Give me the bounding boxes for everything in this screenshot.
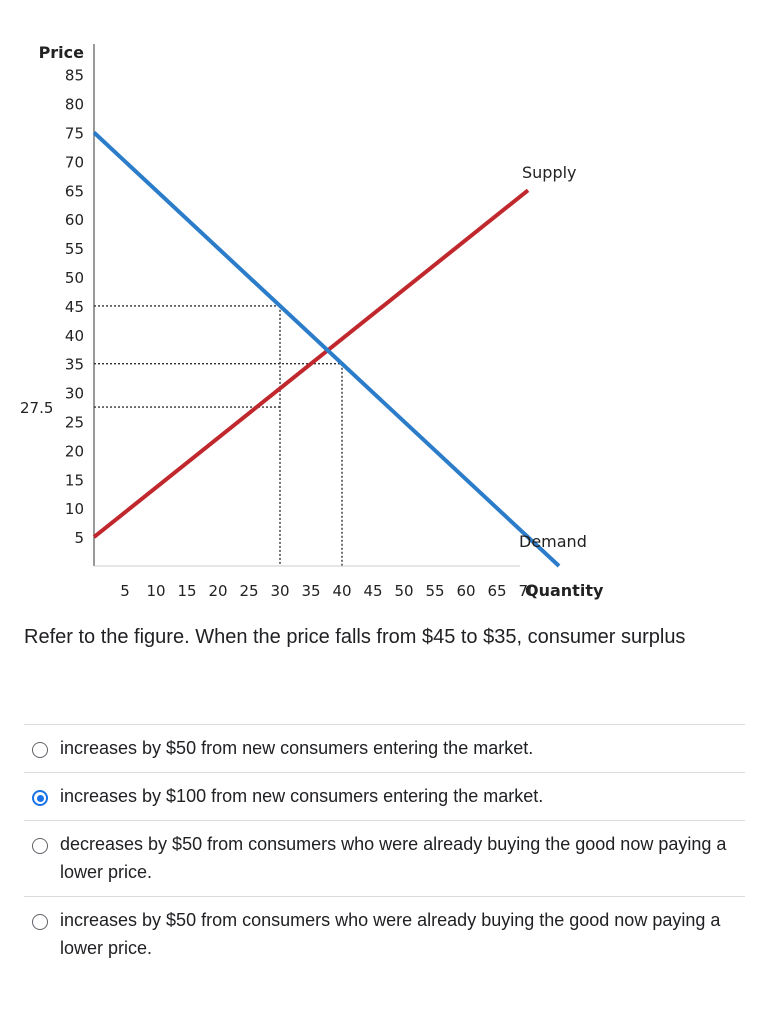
x-tick-label: 60 — [456, 582, 475, 600]
x-tick-label: 20 — [208, 582, 227, 600]
answer-options: increases by $50 from new consumers ente… — [24, 724, 745, 972]
x-tick-label: 35 — [301, 582, 320, 600]
radio-button[interactable] — [32, 742, 48, 758]
y-tick-label: 55 — [65, 240, 84, 258]
demand-curve-label: Demand — [519, 532, 587, 551]
radio-button[interactable] — [32, 838, 48, 854]
answer-option-label: decreases by $50 from consumers who were… — [60, 834, 727, 882]
y-tick-label: 10 — [65, 500, 84, 518]
y-tick-label: 30 — [65, 385, 84, 403]
x-tick-label: 10 — [146, 582, 165, 600]
x-tick-label: 25 — [239, 582, 258, 600]
y-tick-label: 35 — [65, 356, 84, 374]
x-tick-label: 30 — [270, 582, 289, 600]
y-tick-label: 85 — [65, 67, 84, 85]
y-tick-label: 65 — [65, 182, 84, 200]
y-tick-label: 50 — [65, 269, 84, 287]
y-tick-label: 60 — [65, 211, 84, 229]
y-tick-label: 70 — [65, 153, 84, 171]
y-tick-label: 20 — [65, 442, 84, 460]
supply-curve — [92, 188, 530, 539]
radio-button[interactable] — [32, 790, 48, 806]
x-tick-label: 45 — [363, 582, 382, 600]
answer-option-2[interactable]: increases by $100 from new consumers ent… — [24, 772, 745, 820]
y-tick-label: 5 — [74, 529, 84, 547]
y-tick-label: 40 — [65, 327, 84, 345]
x-tick-label: 50 — [394, 582, 413, 600]
answer-option-label: increases by $50 from new consumers ente… — [60, 738, 534, 758]
answer-option-3[interactable]: decreases by $50 from consumers who were… — [24, 820, 745, 896]
answer-option-4[interactable]: increases by $50 from consumers who were… — [24, 896, 745, 972]
x-axis-title: Quantity — [525, 581, 604, 600]
answer-option-1[interactable]: increases by $50 from new consumers ente… — [24, 724, 745, 772]
y-tick-label-extra: 27.5 — [20, 399, 53, 417]
demand-curve — [92, 131, 561, 568]
supply-demand-chart: Price Quantity 5 10 15 20 25 30 35 40 45 50 55 60 65 70… — [20, 43, 604, 600]
y-tick-label: 15 — [65, 471, 84, 489]
radio-button[interactable] — [32, 914, 48, 930]
x-tick-label: 15 — [177, 582, 196, 600]
y-axis-title: Price — [39, 43, 85, 62]
y-tick-label: 75 — [65, 125, 84, 143]
y-tick-label: 45 — [65, 298, 84, 316]
x-tick-label: 5 — [120, 582, 130, 600]
x-tick-label: 70 — [518, 582, 537, 600]
supply-curve-label: Supply — [522, 163, 577, 182]
question-text: Refer to the figure. When the price fall… — [24, 626, 686, 648]
y-tick-label: 25 — [65, 414, 84, 432]
y-tick-label: 80 — [65, 96, 84, 114]
x-tick-label: 65 — [487, 582, 506, 600]
x-tick-label: 40 — [332, 582, 351, 600]
x-tick-label: 55 — [425, 582, 444, 600]
answer-option-label: increases by $50 from consumers who were… — [60, 910, 721, 958]
answer-option-label: increases by $100 from new consumers ent… — [60, 786, 544, 806]
